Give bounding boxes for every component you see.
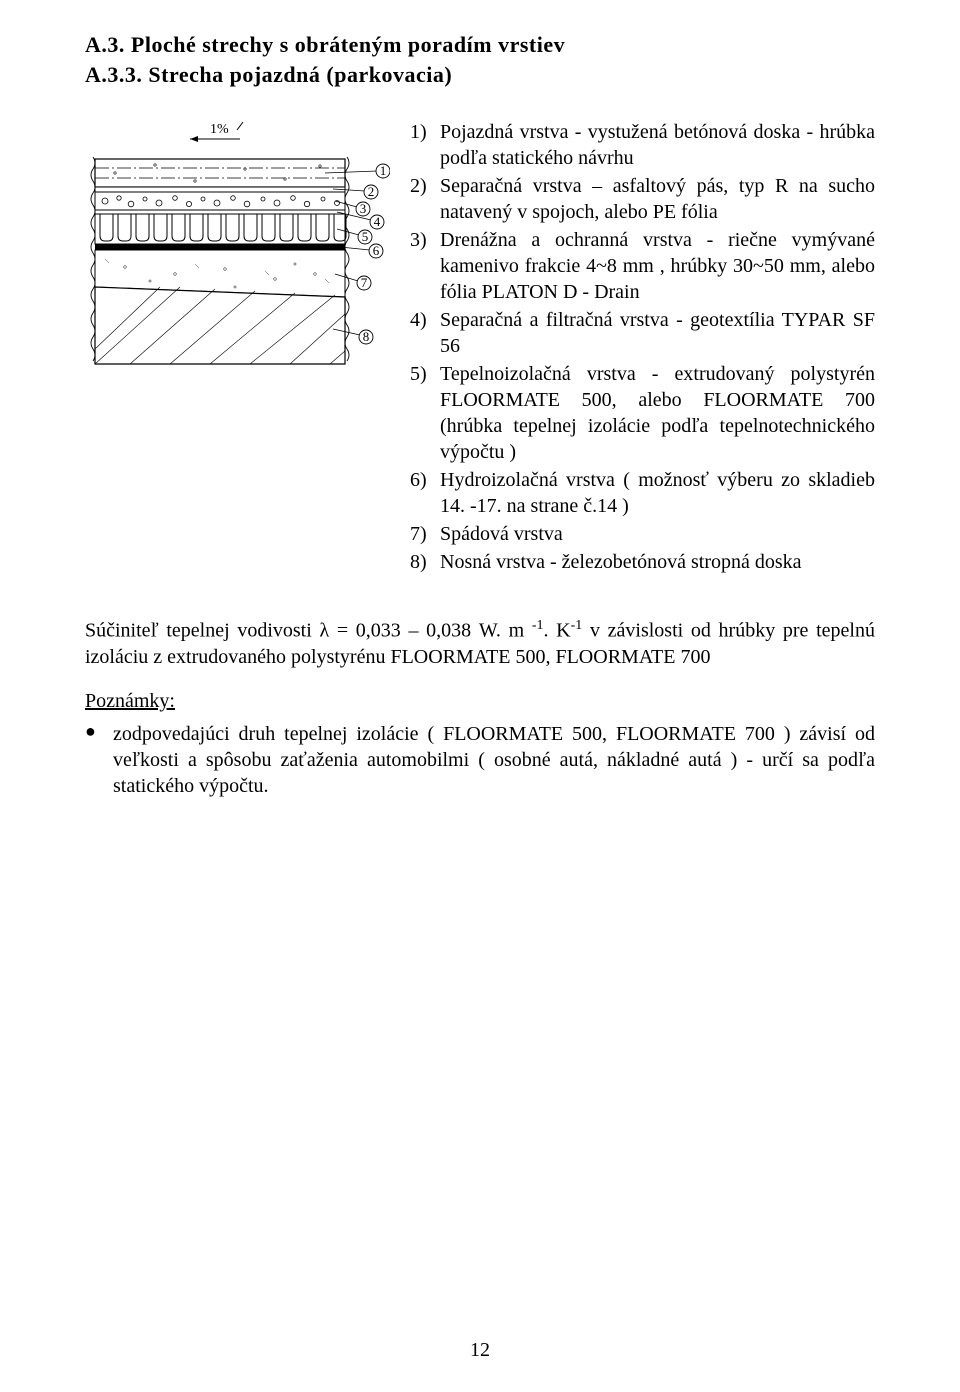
ordered-list: 1)Pojazdná vrstva - vystužená betónová d… xyxy=(410,119,875,575)
item-text: Tepelnoizolačná vrstva - extrudovaný pol… xyxy=(440,361,875,465)
notes-list: ● zodpovedajúci druh tepelnej izolácie (… xyxy=(85,721,875,799)
callout-1: 1 xyxy=(380,163,387,178)
exponent: -1 xyxy=(532,618,544,633)
callout-8: 8 xyxy=(363,329,370,344)
list-item: 7)Spádová vrstva xyxy=(410,521,875,547)
list-item: 6)Hydroizolačná vrstva ( možnosť výberu … xyxy=(410,467,875,519)
list-item: 2)Separačná vrstva – asfaltový pás, typ … xyxy=(410,173,875,225)
heading-line-1: A.3. Ploché strechy s obráteným poradím … xyxy=(85,30,875,60)
conductivity-pre: Súčiniteľ tepelnej vodivosti λ = 0,033 –… xyxy=(85,620,532,642)
heading-line-2: A.3.3. Strecha pojazdná (parkovacia) xyxy=(85,60,875,90)
item-number: 5) xyxy=(410,361,440,465)
item-number: 7) xyxy=(410,521,440,547)
notes-heading: Poznámky: xyxy=(85,690,875,713)
item-number: 1) xyxy=(410,119,440,171)
item-text: Spádová vrstva xyxy=(440,521,875,547)
item-text: Drenážna a ochranná vrstva - riečne vymý… xyxy=(440,227,875,305)
conductivity-post: . K xyxy=(543,620,570,642)
item-number: 8) xyxy=(410,549,440,575)
callout-6: 6 xyxy=(373,243,380,258)
list-item: 8)Nosná vrstva - železobetónová stropná … xyxy=(410,549,875,575)
bullet-icon: ● xyxy=(85,721,113,799)
item-text: Separačná vrstva – asfaltový pás, typ R … xyxy=(440,173,875,225)
item-text: Nosná vrstva - železobetónová stropná do… xyxy=(440,549,875,575)
item-number: 3) xyxy=(410,227,440,305)
callout-5: 5 xyxy=(362,229,369,244)
content-row: 1% xyxy=(85,119,875,577)
list-item: 3)Drenážna a ochranná vrstva - riečne vy… xyxy=(410,227,875,305)
list-item: 1)Pojazdná vrstva - vystužená betónová d… xyxy=(410,119,875,171)
item-text: Separačná a filtračná vrstva - geotextíl… xyxy=(440,307,875,359)
callout-7: 7 xyxy=(361,275,368,290)
item-number: 6) xyxy=(410,467,440,519)
list-item: 4)Separačná a filtračná vrstva - geotext… xyxy=(410,307,875,359)
page-number: 12 xyxy=(0,1339,960,1362)
exponent: -1 xyxy=(571,618,583,633)
page-heading: A.3. Ploché strechy s obráteným poradím … xyxy=(85,30,875,89)
list-item: 5)Tepelnoizolačná vrstva - extrudovaný p… xyxy=(410,361,875,465)
notes-text: zodpovedajúci druh tepelnej izolácie ( F… xyxy=(113,721,875,799)
item-number: 2) xyxy=(410,173,440,225)
page: A.3. Ploché strechy s obráteným poradím … xyxy=(0,0,960,1392)
layer-list: 1)Pojazdná vrstva - vystužená betónová d… xyxy=(410,119,875,577)
callout-2: 2 xyxy=(368,184,375,199)
callout-3: 3 xyxy=(360,201,367,216)
notes-item: ● zodpovedajúci druh tepelnej izolácie (… xyxy=(85,721,875,799)
item-text: Hydroizolačná vrstva ( možnosť výberu zo… xyxy=(440,467,875,519)
slope-label: 1% xyxy=(210,122,229,137)
item-number: 4) xyxy=(410,307,440,359)
callout-4: 4 xyxy=(374,214,381,229)
item-text: Pojazdná vrstva - vystužená betónová dos… xyxy=(440,119,875,171)
conductivity-paragraph: Súčiniteľ tepelnej vodivosti λ = 0,033 –… xyxy=(85,617,875,670)
roof-section-diagram: 1% xyxy=(85,119,390,444)
